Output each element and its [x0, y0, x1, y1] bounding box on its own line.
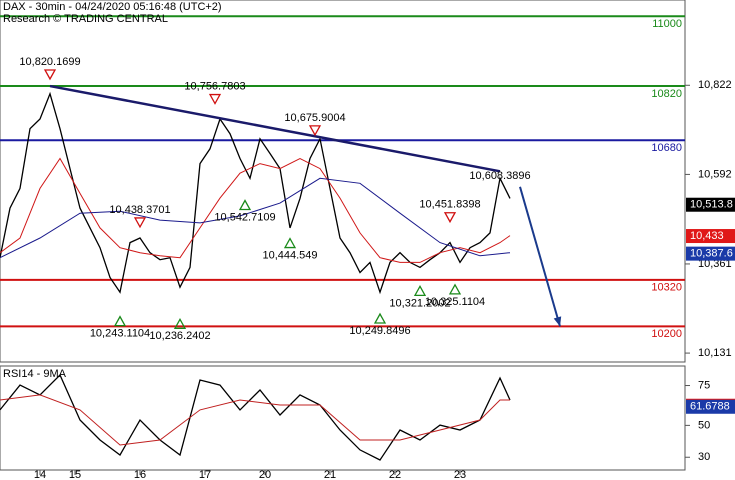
annotation-label: 10,321.2002 — [389, 297, 450, 309]
price-tag-label: 10,387.6 — [690, 248, 733, 260]
annotation-label: 10,542.7109 — [214, 211, 275, 223]
annotation-label: 10,820.1699 — [19, 56, 80, 68]
annotation-label: 10,608.3896 — [469, 170, 530, 182]
high-marker — [443, 212, 457, 224]
series-line — [0, 177, 511, 259]
price-tag-label: 61.6788 — [690, 401, 730, 413]
series-line — [0, 157, 511, 263]
main-frame — [0, 0, 686, 363]
plot-layer — [0, 15, 685, 461]
y-tick-label: 10,361 — [698, 258, 732, 270]
x-tick-label: 22 — [389, 469, 401, 480]
chart-subtitle: Research © TRADING CENTRAL — [3, 13, 168, 25]
annotation-label: 10,249.8496 — [349, 325, 410, 337]
high-marker — [308, 125, 322, 137]
annotation-label: 10,451.8398 — [419, 199, 480, 211]
level-label: 10320 — [651, 282, 682, 294]
series-line — [0, 91, 511, 295]
x-tick-label: 14 — [34, 469, 46, 480]
high-marker — [208, 93, 222, 105]
price-tag — [686, 229, 735, 244]
level-label: 10200 — [651, 328, 682, 340]
price-tag-label: 10,433 — [690, 230, 724, 242]
price-tag-label: 10,513.8 — [690, 199, 733, 211]
annotation-label: 10,675.9004 — [284, 112, 345, 124]
low-marker — [173, 317, 187, 329]
rsi-frame — [0, 365, 686, 471]
price-tag — [686, 197, 735, 212]
y-tick-label: 50 — [698, 419, 710, 431]
arrow — [519, 186, 561, 327]
high-marker — [133, 217, 147, 229]
y-tick-label: 75 — [698, 379, 710, 391]
x-tick-label: 20 — [259, 469, 271, 480]
trendline — [49, 84, 501, 173]
y-tick-label: 10,592 — [698, 168, 732, 180]
x-tick-label: 16 — [134, 469, 146, 480]
low-marker — [113, 315, 127, 327]
series-line — [0, 394, 510, 446]
x-tick-label: 21 — [324, 469, 336, 480]
y-tick-label: 10,822 — [698, 79, 732, 91]
price-tag — [686, 246, 735, 261]
low-marker — [373, 312, 387, 324]
arrow-head — [553, 316, 562, 327]
series-line — [0, 373, 511, 461]
low-marker — [238, 199, 252, 211]
annotation-label: 10,444.549 — [262, 249, 317, 261]
x-tick-label: 23 — [454, 469, 466, 480]
high-marker — [43, 69, 57, 81]
level-label: 10680 — [651, 142, 682, 154]
low-marker — [448, 283, 462, 295]
x-tick-label: 17 — [199, 469, 211, 480]
y-tick-label: 10,131 — [698, 347, 732, 359]
annotation-label: 10,438.3701 — [109, 204, 170, 216]
price-tag — [686, 399, 735, 414]
low-marker — [283, 237, 297, 249]
annotation-label: 10,243.1104 — [90, 328, 150, 340]
low-marker — [413, 285, 427, 297]
annotation-label: 10,236.2402 — [149, 330, 210, 342]
annotation-label: 10,325.1104 — [425, 296, 485, 308]
chart-title: DAX - 30min - 04/24/2020 05:16:48 (UTC+2… — [3, 1, 222, 13]
level-label: 11000 — [652, 18, 682, 30]
level-label: 10820 — [651, 88, 682, 100]
annotation-label: 10,756.7803 — [184, 80, 245, 92]
rsi-title: RSI14 - 9MA — [3, 368, 67, 380]
y-tick-label: 30 — [698, 451, 710, 463]
x-tick-label: 15 — [69, 469, 81, 480]
